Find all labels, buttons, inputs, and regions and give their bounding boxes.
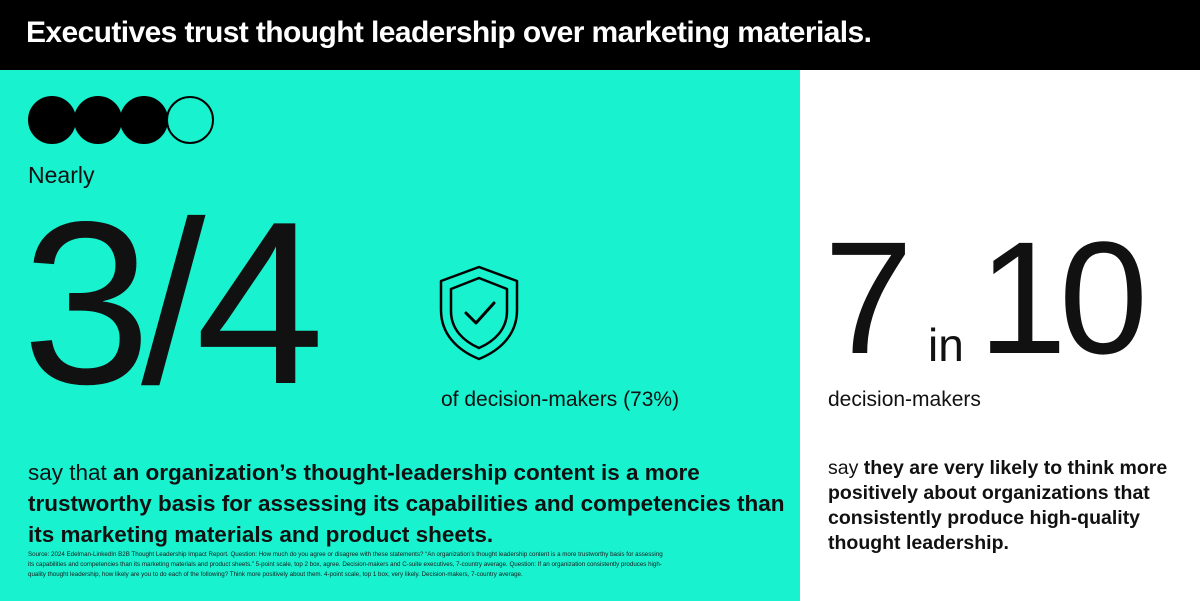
right-statement: say they are very likely to think more p… xyxy=(828,456,1188,556)
stat-label: decision-makers xyxy=(828,388,981,411)
statement-highlight: they are very likely to think more posit… xyxy=(828,457,1168,554)
left-stat-panel: Nearly 3/4 of decision-makers (73%) say … xyxy=(0,70,800,601)
filled-dot xyxy=(120,96,168,144)
source-footnote: Source: 2024 Edelman-LinkedIn B2B Though… xyxy=(28,551,663,578)
filled-dot xyxy=(28,96,76,144)
empty-dot xyxy=(166,96,214,144)
left-statement: say that an organization’s thought-leade… xyxy=(28,457,788,550)
stat-qualifier: Nearly xyxy=(28,162,95,188)
stat-denominator: 10 xyxy=(978,208,1148,387)
stat-numerator: 7 xyxy=(824,208,913,387)
statement-highlight: an organization’s thought-leadership con… xyxy=(28,460,785,547)
progress-dots xyxy=(28,96,218,144)
header-bar: Executives trust thought leadership over… xyxy=(0,0,1200,70)
right-stat-panel: 7 in 10 decision-makers say they are ver… xyxy=(800,70,1200,601)
page-title: Executives trust thought leadership over… xyxy=(26,16,872,49)
statement-lead: say that xyxy=(28,460,114,485)
stat-label: of decision-makers (73%) xyxy=(441,388,680,411)
shield-check-icon xyxy=(439,265,519,361)
statement-lead: say xyxy=(828,457,864,479)
big-stat-fraction: 3/4 xyxy=(22,174,324,433)
filled-dot xyxy=(74,96,122,144)
stat-in-word: in xyxy=(928,319,964,371)
